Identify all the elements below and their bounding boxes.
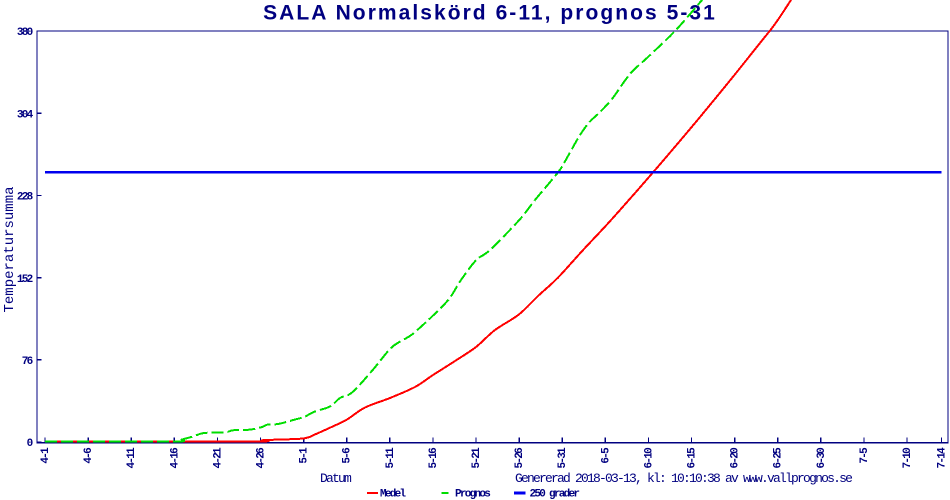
svg-text:Prognos: Prognos — [455, 489, 490, 500]
svg-text:6-5: 6-5 — [600, 447, 612, 464]
svg-text:228: 228 — [17, 192, 34, 204]
svg-text:152: 152 — [17, 274, 33, 286]
svg-text:5-21: 5-21 — [471, 447, 483, 469]
svg-text:6-15: 6-15 — [687, 447, 699, 469]
svg-text:4-6: 4-6 — [83, 448, 95, 464]
svg-text:Medel: Medel — [380, 489, 406, 500]
svg-text:7-5: 7-5 — [859, 447, 871, 464]
svg-text:304: 304 — [17, 109, 34, 121]
svg-text:4-21: 4-21 — [212, 447, 224, 469]
svg-text:6-10: 6-10 — [643, 448, 655, 469]
svg-text:6-25: 6-25 — [773, 447, 785, 469]
svg-text:5-26: 5-26 — [514, 448, 526, 469]
svg-text:76: 76 — [22, 356, 33, 368]
svg-text:5-1: 5-1 — [299, 447, 311, 464]
svg-text:5-31: 5-31 — [557, 447, 569, 469]
svg-text:Genererad 2018-03-13, kl: 10:1: Genererad 2018-03-13, kl: 10:10:38 av ww… — [515, 471, 852, 486]
svg-text:7-14: 7-14 — [936, 447, 948, 469]
svg-text:250 grader: 250 grader — [530, 489, 580, 500]
svg-text:6-20: 6-20 — [730, 448, 742, 469]
svg-text:Temperatursumma: Temperatursumma — [2, 186, 18, 312]
svg-text:5-6: 5-6 — [342, 448, 354, 464]
svg-text:4-11: 4-11 — [126, 447, 138, 469]
svg-text:380: 380 — [17, 27, 33, 39]
svg-text:4-26: 4-26 — [256, 448, 268, 469]
svg-text:SALA Normalskörd 6-11, prognos: SALA Normalskörd 6-11, prognos 5-31 — [263, 2, 717, 25]
svg-text:4-16: 4-16 — [169, 448, 181, 469]
svg-text:5-16: 5-16 — [428, 448, 440, 469]
svg-text:0: 0 — [27, 438, 33, 450]
svg-text:Datum: Datum — [320, 471, 352, 486]
svg-text:4-1: 4-1 — [40, 447, 52, 464]
svg-text:7-10: 7-10 — [902, 448, 914, 469]
svg-text:5-11: 5-11 — [385, 447, 397, 469]
svg-text:6-30: 6-30 — [816, 448, 828, 469]
